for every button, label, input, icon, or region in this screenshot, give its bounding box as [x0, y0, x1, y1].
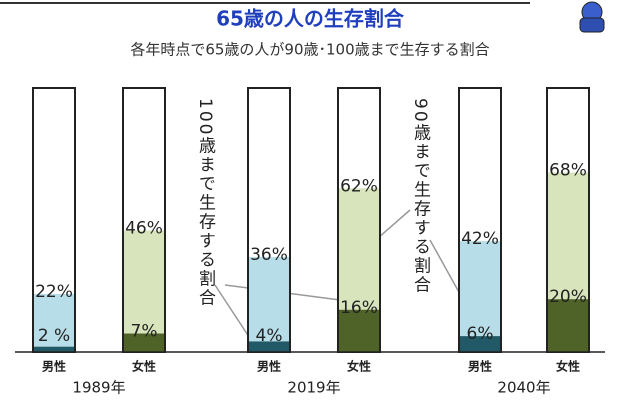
- value-label: 46%: [125, 219, 163, 239]
- value-label: 62%: [340, 176, 378, 196]
- value-label: 22%: [35, 282, 73, 302]
- x-tick-label: 男性: [257, 359, 281, 374]
- value-label: 4%: [256, 326, 283, 346]
- annotation: 90歳まで生存する割合: [410, 98, 431, 295]
- chart-title: 65歳の人の生存割合: [216, 7, 405, 31]
- x-tick-label: 女性: [132, 359, 156, 374]
- x-tick-label: 女性: [347, 359, 371, 374]
- value-label: 7%: [131, 322, 158, 342]
- bar: [34, 347, 74, 352]
- group-label: 2019年: [287, 379, 340, 397]
- chart: 65歳の人の生存割合 各年時点で65歳の人が90歳･100歳まで生存する割合 1…: [0, 0, 619, 405]
- annotation: 100歳まで生存する割合: [195, 98, 216, 307]
- value-label: 42%: [461, 229, 499, 249]
- value-label: 2 %: [38, 326, 70, 346]
- value-label: 20%: [549, 287, 587, 307]
- group-label: 2040年: [497, 379, 550, 397]
- group-label: 1989年: [72, 379, 125, 397]
- x-tick-label: 女性: [556, 359, 580, 374]
- value-label: 68%: [549, 160, 587, 180]
- value-label: 6%: [467, 324, 494, 344]
- x-tick-label: 男性: [42, 359, 66, 374]
- value-label: 36%: [250, 245, 288, 265]
- icon: [580, 2, 604, 32]
- chart-subtitle: 各年時点で65歳の人が90歳･100歳まで生存する割合: [130, 41, 489, 59]
- value-label: 16%: [340, 298, 378, 318]
- x-tick-label: 男性: [468, 359, 492, 374]
